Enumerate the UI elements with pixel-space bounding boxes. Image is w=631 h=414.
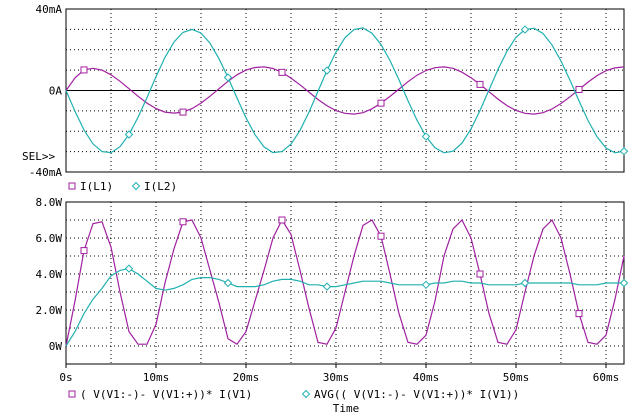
- x-tick-label: 40ms: [413, 371, 440, 384]
- x-tick-label: 30ms: [323, 371, 350, 384]
- series-line: [65, 267, 624, 347]
- series-line: [65, 218, 625, 347]
- bottom-series: [65, 216, 629, 347]
- square-marker: [476, 80, 484, 88]
- y-tick-label: -40mA: [29, 166, 62, 179]
- x-tick-label: 20ms: [233, 371, 260, 384]
- legend-label: I(L1): [80, 180, 113, 193]
- legend-label: I(L2): [144, 180, 177, 193]
- square-marker: [68, 390, 76, 398]
- legend-label: ( V(V1:-)- V(V1:+))* I(V1): [80, 388, 252, 401]
- diamond-marker: [124, 130, 134, 139]
- square-marker: [68, 182, 76, 190]
- bottom-legend: ( V(V1:-)- V(V1:+))* I(V1) AVG(( V(V1:-)-…: [68, 388, 519, 401]
- square-marker: [179, 108, 187, 116]
- square-marker: [377, 232, 385, 240]
- top-chart: 40mA 0A -40mA SEL>> I(L1) I(L2): [22, 3, 629, 193]
- x-tick-label: 10ms: [143, 371, 170, 384]
- square-marker: [476, 270, 484, 278]
- bottom-chart: 8.0W 6.0W 4.0W 2.0W 0W 0s 10ms 20ms 30ms 40ms 50m…: [36, 196, 629, 414]
- top-legend: I(L1) I(L2): [68, 180, 177, 193]
- y-tick-label: 6.0W: [36, 232, 63, 245]
- diamond-marker: [322, 66, 332, 75]
- legend-label: AVG(( V(V1:-)- V(V1:+))* I(V1)): [314, 388, 519, 401]
- square-marker: [278, 216, 286, 224]
- diamond-marker: [421, 132, 431, 141]
- series-line: [65, 27, 625, 154]
- square-marker: [575, 85, 583, 93]
- x-tick-label: 60ms: [593, 371, 620, 384]
- y-tick-label: 40mA: [36, 3, 63, 16]
- diamond-marker: [619, 147, 629, 156]
- diamond-marker: [520, 278, 530, 288]
- diamond-marker: [131, 181, 141, 191]
- square-marker: [278, 68, 286, 76]
- x-tick-label: 50ms: [503, 371, 530, 384]
- y-tick-label: 8.0W: [36, 196, 63, 209]
- diamond-marker: [124, 264, 134, 273]
- bottom-y-ticks: 8.0W 6.0W 4.0W 2.0W 0W: [36, 196, 63, 353]
- y-tick-label: 2.0W: [36, 304, 63, 317]
- square-marker: [377, 99, 385, 107]
- diamond-marker: [223, 73, 233, 82]
- y-tick-label: 4.0W: [36, 268, 63, 281]
- diamond-marker: [520, 25, 530, 34]
- diamond-marker: [322, 282, 332, 291]
- diamond-marker: [223, 278, 233, 288]
- diamond-marker: [301, 389, 311, 399]
- x-axis-label: Time: [333, 402, 360, 414]
- x-tick-label: 0s: [59, 371, 72, 384]
- y-tick-label: 0A: [49, 85, 63, 98]
- top-y-ticks: 40mA 0A -40mA: [29, 3, 62, 179]
- square-marker: [80, 247, 88, 255]
- top-series: [65, 25, 629, 156]
- square-marker: [575, 310, 583, 318]
- diamond-marker: [421, 280, 431, 290]
- square-marker: [179, 218, 187, 226]
- y-tick-label: 0W: [49, 340, 63, 353]
- square-marker: [80, 66, 88, 74]
- diamond-marker: [619, 278, 629, 288]
- sel-marker: SEL>>: [22, 150, 55, 163]
- series-line: [65, 66, 625, 115]
- bottom-x-ticks: 0s 10ms 20ms 30ms 40ms 50ms 60ms: [59, 364, 619, 384]
